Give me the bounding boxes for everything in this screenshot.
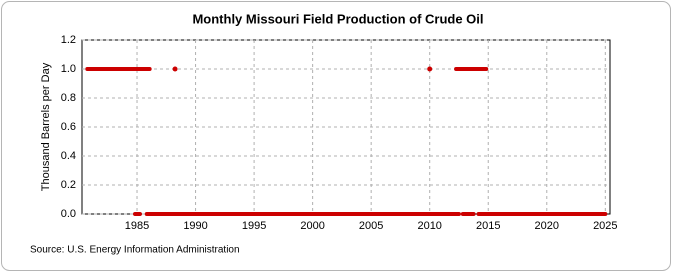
y-tick-label: 1.0 [61, 63, 76, 75]
y-tick-label: 1.2 [61, 34, 76, 46]
x-tick-label: 1985 [125, 220, 149, 232]
y-tick-label: 0.8 [61, 92, 76, 104]
data-point [172, 66, 178, 72]
data-point [427, 66, 433, 72]
x-tick-label: 1990 [183, 220, 207, 232]
chart-title: Monthly Missouri Field Production of Cru… [192, 11, 483, 26]
y-tick-label: 0.4 [61, 150, 76, 162]
y-tick-label: 0.6 [61, 121, 76, 133]
y-axis-label: Thousand Barrels per Day [40, 62, 52, 191]
y-tick-label: 0.0 [61, 208, 76, 220]
x-tick-label: 2015 [476, 220, 500, 232]
x-tick-label: 2020 [535, 220, 559, 232]
x-tick-label: 1995 [242, 220, 266, 232]
x-tick-label: 2005 [359, 220, 383, 232]
x-tick-label: 2010 [417, 220, 441, 232]
x-tick-label: 2025 [593, 220, 617, 232]
y-tick-label: 0.2 [61, 179, 76, 191]
x-tick-label: 2000 [300, 220, 324, 232]
source: Source: U.S. Energy Information Administ… [30, 245, 240, 256]
